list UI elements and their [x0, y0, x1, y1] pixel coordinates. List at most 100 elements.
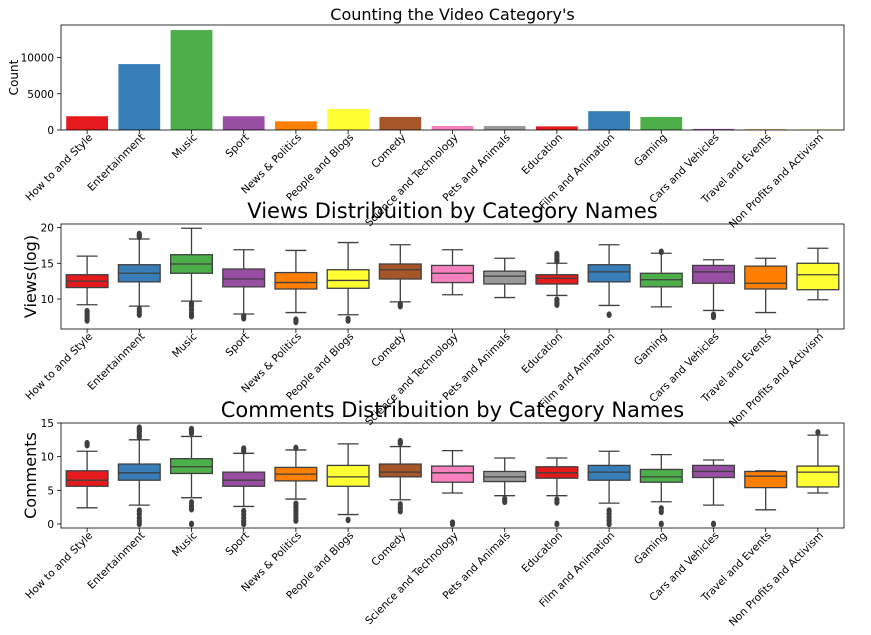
bar: [588, 111, 630, 130]
x-tick-label: How to and Style: [23, 331, 95, 403]
box: [430, 264, 475, 284]
x-tick-label: Gaming: [632, 530, 670, 568]
bar: [222, 116, 265, 130]
box-9: [483, 257, 527, 299]
y-tick-label: 10000: [21, 53, 54, 65]
outlier-point: [136, 507, 142, 514]
x-tick-label: Education: [520, 530, 565, 575]
y-axis-label: Count: [7, 59, 21, 95]
box-10: [535, 457, 579, 528]
box-12: [639, 248, 683, 308]
box-6: [326, 241, 370, 324]
x-tick-label: Non Profits and Activism: [727, 530, 826, 629]
y-tick-label: 10: [41, 452, 54, 464]
box: [169, 458, 214, 475]
outlier-point: [188, 425, 195, 433]
box-15: [796, 247, 840, 301]
outlier-point: [293, 500, 299, 508]
bar: [170, 30, 213, 130]
y-axis-label: Comments: [21, 432, 40, 519]
box: [796, 262, 840, 291]
outlier-point: [554, 496, 560, 504]
x-tick-label: Non Profits and Activism: [727, 331, 826, 430]
box-13: [691, 459, 736, 528]
box-4: [222, 445, 266, 528]
x-tick-label: Music: [170, 131, 200, 161]
y-tick-label: 0: [47, 125, 54, 137]
y-tick-label: 0: [47, 519, 54, 531]
outlier-point: [554, 520, 560, 528]
box: [535, 274, 579, 285]
box: [65, 470, 109, 487]
box-4: [222, 249, 266, 322]
chart-title: Views Distribuition by Category Names: [247, 199, 657, 223]
panel-2: Views Distribuition by Category Names Vie…: [21, 199, 845, 430]
x-tick-label: Gaming: [632, 331, 670, 369]
outlier-point: [188, 299, 195, 307]
bar: [483, 126, 526, 130]
outlier-point: [606, 311, 612, 319]
box: [744, 265, 788, 290]
x-tick-label: Comedy: [369, 530, 408, 569]
box-11: [587, 244, 631, 319]
bar: [275, 121, 317, 130]
box-5: [274, 249, 318, 326]
outlier-point: [345, 315, 351, 323]
bar: [327, 109, 369, 130]
outlier-point: [241, 507, 247, 515]
box-13: [691, 259, 736, 321]
box: [378, 463, 422, 478]
box-12: [639, 453, 683, 528]
outlier-point: [554, 250, 560, 258]
y-tick-label: 15: [41, 258, 54, 270]
box-1: [65, 439, 109, 509]
box: [222, 268, 266, 288]
y-tick-label: 20: [41, 223, 54, 235]
outlier-point: [293, 316, 299, 324]
box-10: [535, 250, 579, 309]
x-tick-label: Education: [520, 132, 565, 177]
x-tick-label: Entertainment: [85, 331, 147, 393]
outlier-point: [241, 445, 247, 452]
chart-title: Comments Distribuition by Category Names: [221, 398, 684, 422]
outlier-point: [293, 444, 299, 452]
outlier-point: [658, 520, 664, 528]
outlier-point: [84, 439, 90, 447]
x-tick-label: Sport: [223, 530, 251, 558]
outlier-point: [658, 248, 664, 256]
x-tick-label: Sport: [223, 331, 251, 359]
outlier-point: [136, 305, 142, 313]
box-8: [430, 449, 475, 528]
outlier-point: [554, 296, 560, 304]
bar: [640, 116, 683, 130]
bar: [431, 126, 474, 130]
box: [222, 471, 266, 487]
x-tick-label: How to and Style: [23, 132, 95, 204]
x-tick-label: Education: [520, 331, 565, 376]
box-15: [796, 429, 840, 494]
box-14: [744, 470, 788, 511]
box-9: [483, 457, 527, 506]
bar: [692, 128, 735, 130]
box-7: [378, 437, 422, 515]
box-14: [744, 257, 788, 314]
outlier-point: [606, 507, 612, 514]
box: [430, 465, 475, 483]
y-tick-label: 5000: [27, 89, 54, 101]
box: [587, 264, 631, 283]
box: [796, 465, 840, 488]
outlier-point: [188, 520, 195, 528]
x-tick-label: Gaming: [632, 132, 670, 170]
box-2: [117, 424, 161, 528]
box: [326, 269, 370, 289]
outlier-point: [136, 424, 142, 432]
box-11: [587, 450, 631, 528]
outlier-point: [658, 505, 664, 512]
box: [483, 270, 527, 285]
box: [274, 271, 318, 290]
x-tick-label: Comedy: [369, 331, 408, 370]
outlier-point: [345, 516, 351, 524]
y-tick-label: 5: [47, 485, 54, 497]
outlier-point: [397, 300, 403, 308]
